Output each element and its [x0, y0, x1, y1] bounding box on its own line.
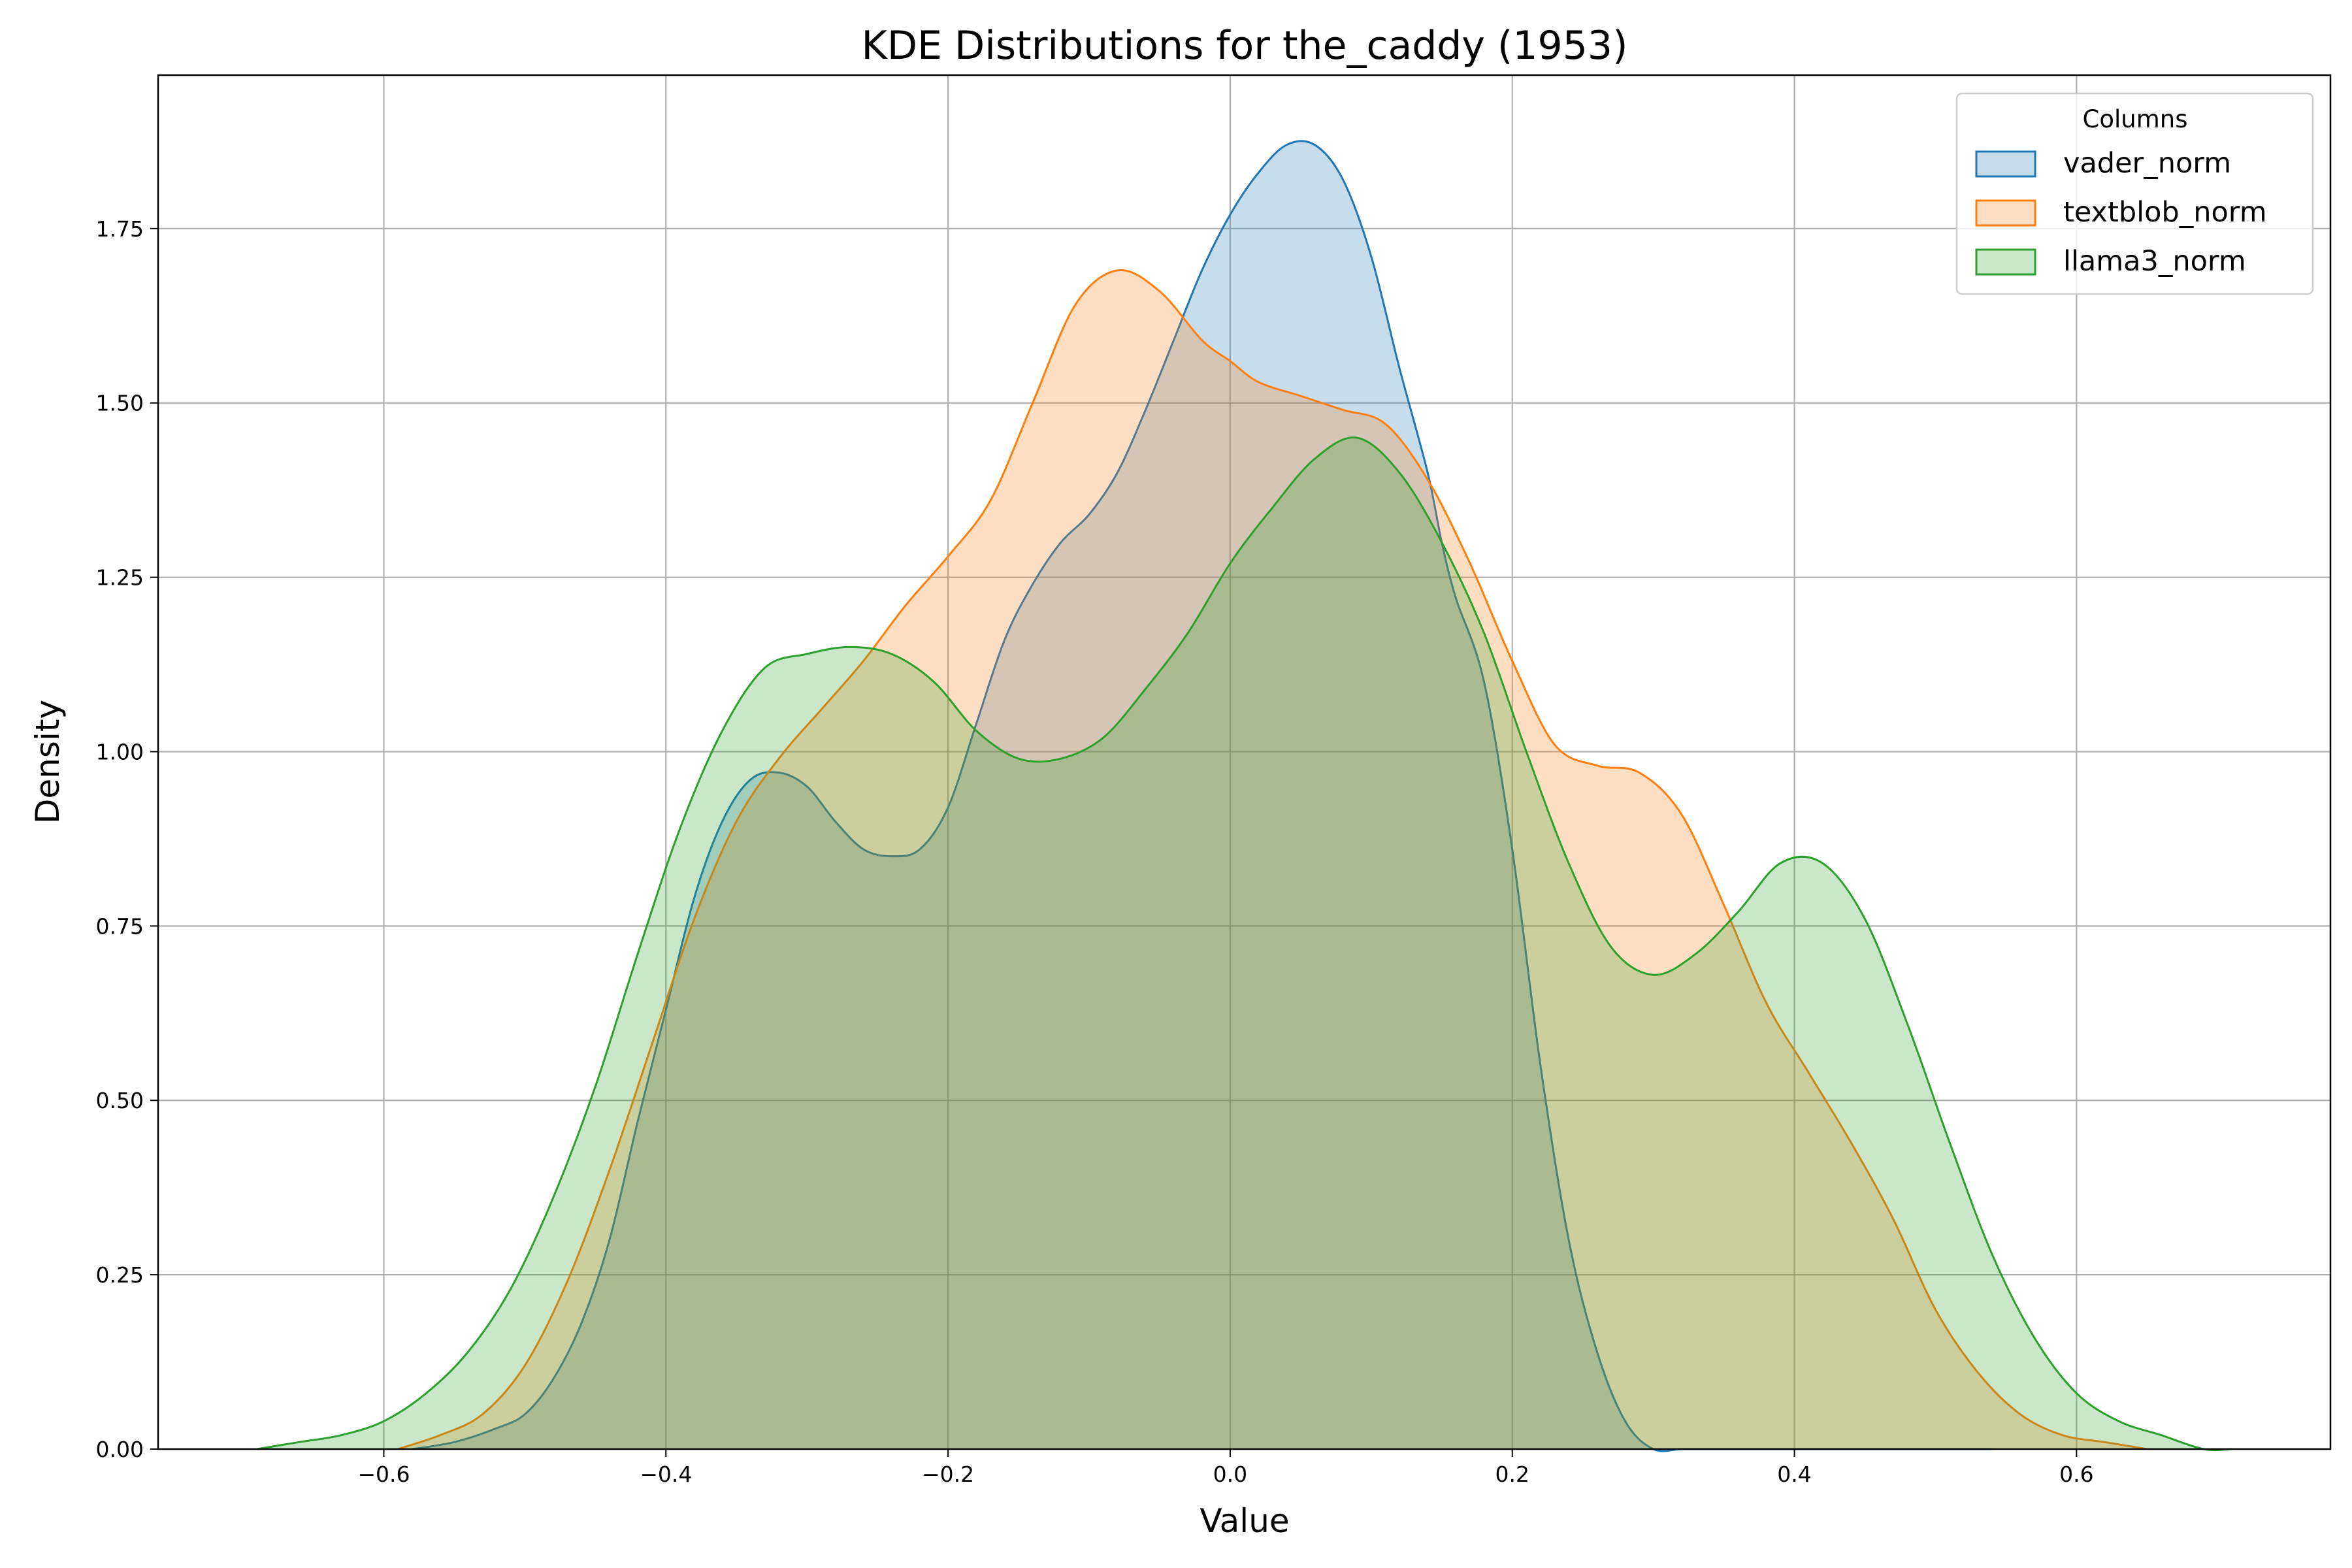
y-tick-label: 0.00	[96, 1437, 144, 1462]
x-tick-label: 0.2	[1495, 1462, 1529, 1487]
x-tick-label: −0.2	[922, 1462, 974, 1487]
series-area-llama3_norm	[257, 437, 2232, 1450]
series-line-textblob_norm	[397, 269, 2148, 1450]
y-tick-label: 0.75	[96, 913, 144, 939]
x-tick-label: 0.4	[1777, 1462, 1811, 1487]
y-tick-label: 1.75	[96, 216, 144, 242]
legend-swatch-vader_norm	[1975, 150, 2036, 178]
y-axis: 0.00 0.25 0.50 0.75 1.00 1.25 1.50 1.75	[96, 216, 158, 1462]
x-tick-label: 0.0	[1213, 1462, 1247, 1487]
y-axis-label: Density	[29, 700, 67, 824]
legend-title: Columns	[2083, 105, 2188, 133]
x-axis: −0.6 −0.4 −0.2 0.0 0.2 0.4 0.6	[357, 1449, 2094, 1487]
series-area-textblob_norm	[398, 270, 2148, 1450]
y-tick-label: 0.50	[96, 1088, 144, 1113]
legend-label-textblob_norm: textblob_norm	[2063, 196, 2267, 229]
x-tick-label: 0.6	[2059, 1462, 2093, 1487]
x-tick-label: −0.6	[357, 1462, 410, 1487]
y-tick-label: 1.50	[96, 391, 144, 416]
series-line-vader_norm	[412, 140, 1992, 1452]
y-tick-label: 0.25	[96, 1262, 144, 1288]
legend-label-llama3_norm: llama3_norm	[2063, 245, 2246, 278]
series-layer	[256, 140, 2232, 1452]
series-line-llama3_norm	[256, 436, 2232, 1452]
plot-frame	[157, 74, 2332, 1450]
legend-swatch-textblob_norm	[1975, 199, 2036, 227]
chart-title: KDE Distributions for the_caddy (1953)	[862, 23, 1628, 69]
y-tick-label: 1.25	[96, 565, 144, 591]
y-tick-label: 1.00	[96, 739, 144, 764]
legend-items: vader_norm textblob_norm llama3_norm	[1975, 147, 2267, 278]
legend-swatch-llama3_norm	[1975, 248, 2036, 276]
legend-box	[1955, 92, 2314, 295]
series-area-vader_norm	[412, 140, 1992, 1452]
x-axis-label: Value	[1200, 1502, 1289, 1540]
legend: Columns vader_norm textblob_norm llama3_no…	[1955, 92, 2314, 295]
x-tick-label: −0.4	[640, 1462, 692, 1487]
legend-label-vader_norm: vader_norm	[2063, 147, 2231, 180]
